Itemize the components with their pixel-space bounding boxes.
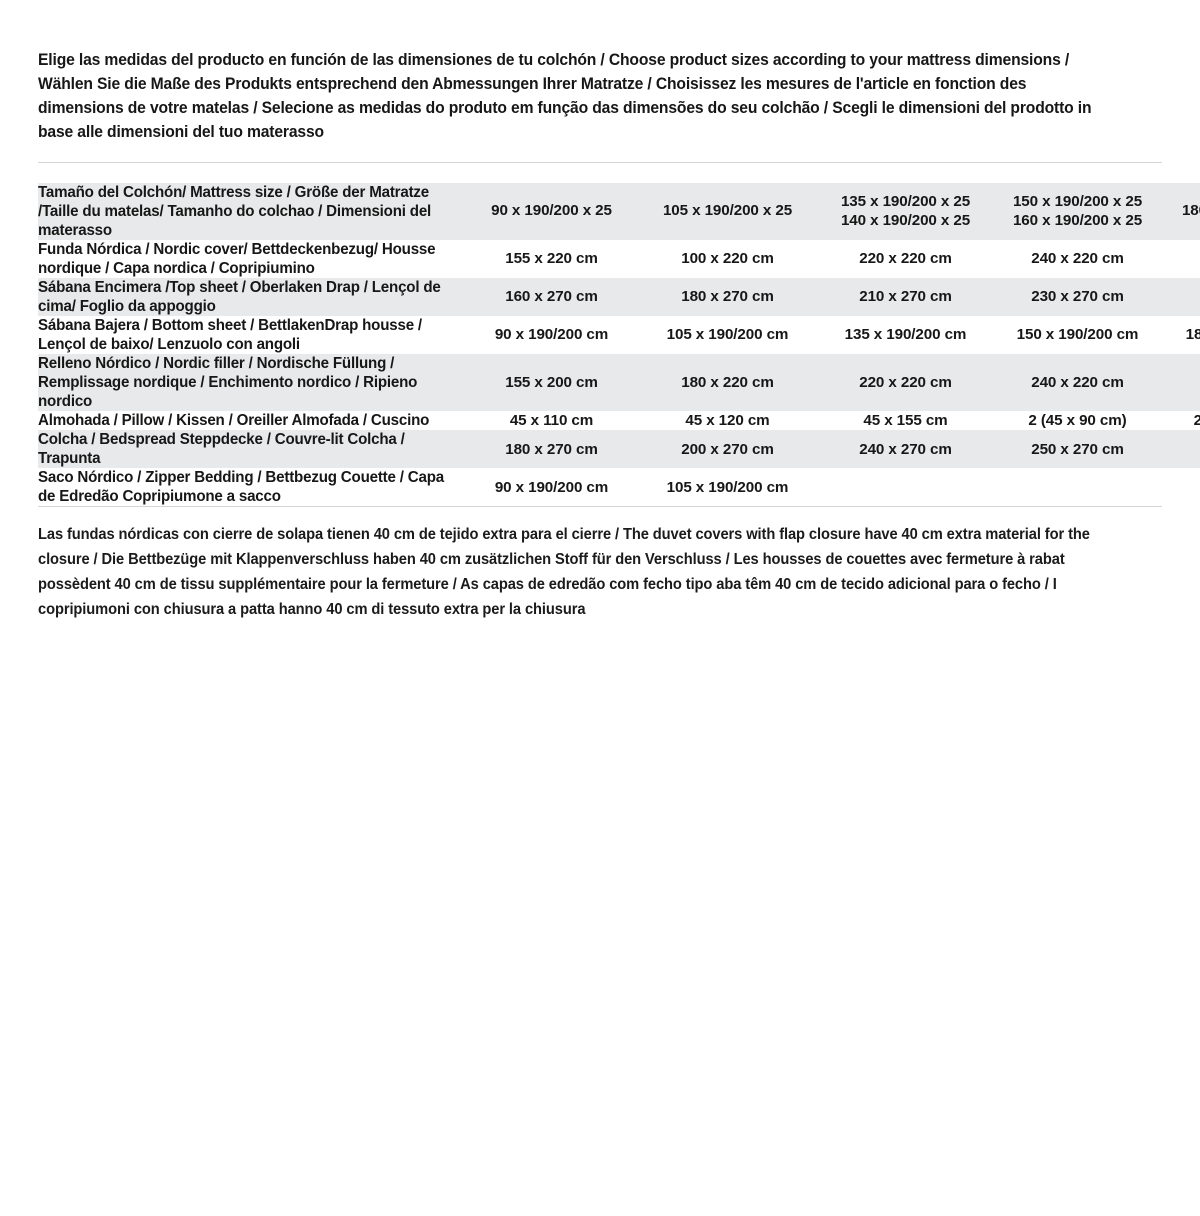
row-value-cell: 150 x 190/200 cm bbox=[993, 315, 1162, 354]
table-row: Colcha / Bedspread Steppdecke / Couvre-l… bbox=[38, 430, 1200, 469]
mattress-size-table: Tamaño del Colchón/ Mattress size / Größ… bbox=[38, 182, 1200, 507]
row-label-cell: Colcha / Bedspread Steppdecke / Couvre-l… bbox=[38, 430, 466, 469]
header-cell-col1: 90 x 190/200 x 25 bbox=[466, 182, 637, 240]
row-value-cell: 270 x 270 cm bbox=[1162, 430, 1200, 469]
mattress-size-chart-page: Elige las medidas del producto en funció… bbox=[0, 16, 1200, 1216]
row-value-cell: 260 x 220 cm bbox=[1162, 239, 1200, 278]
header-cell-col4: 150 x 190/200 x 25 160 x 190/200 x 25 bbox=[993, 182, 1162, 240]
header-label-text: Tamaño del Colchón/ Mattress size / Größ… bbox=[38, 183, 432, 239]
row-value-cell-empty bbox=[993, 468, 1162, 507]
row-value-cell: 2 (45 x 90 cm) bbox=[993, 410, 1162, 431]
table-row: Saco Nórdico / Zipper Bedding / Bettbezu… bbox=[38, 468, 1200, 507]
table-row: Almohada / Pillow / Kissen / Oreiller Al… bbox=[38, 410, 1200, 431]
row-label-cell: Sábana Bajera / Bottom sheet / Bettlaken… bbox=[38, 315, 466, 354]
table-row: Relleno Nórdico / Nordic filler / Nordis… bbox=[38, 353, 1200, 411]
header-cell-col2: 105 x 190/200 x 25 bbox=[637, 182, 818, 240]
row-value-cell: 180 x 270 cm bbox=[466, 430, 637, 469]
row-value-cell: 90 x 190/200 cm bbox=[466, 315, 637, 354]
row-value-cell: 210 x 270 cm bbox=[818, 277, 993, 316]
row-value-cell: 250 x 270 cm bbox=[993, 430, 1162, 469]
header-col4-line1: 150 x 190/200 x 25 bbox=[1012, 192, 1143, 210]
table-row: Funda Nórdica / Nordic cover/ Bettdecken… bbox=[38, 239, 1200, 278]
row-label-text: Sábana Encimera /Top sheet / Oberlaken D… bbox=[38, 278, 441, 315]
table-header-row: Tamaño del Colchón/ Mattress size / Größ… bbox=[38, 182, 1200, 240]
header-col3-line2: 140 x 190/200 x 25 bbox=[840, 212, 971, 230]
row-value-cell: 160 x 270 cm bbox=[466, 277, 637, 316]
table-row: Sábana Bajera / Bottom sheet / Bettlaken… bbox=[38, 315, 1200, 354]
row-label-cell: Funda Nórdica / Nordic cover/ Bettdecken… bbox=[38, 239, 466, 278]
row-value-cell: 230 x 270 cm bbox=[993, 277, 1162, 316]
row-value-cell: 200 x 270 cm bbox=[637, 430, 818, 469]
row-value-cell: 100 x 220 cm bbox=[637, 239, 818, 278]
row-value-cell-empty bbox=[1162, 468, 1200, 507]
row-value-cell: 2 (45 x 110 cm) bbox=[1162, 410, 1200, 431]
row-label-cell: Sábana Encimera /Top sheet / Oberlaken D… bbox=[38, 277, 466, 316]
row-value-cell: 45 x 120 cm bbox=[637, 410, 818, 431]
row-value-cell: 240 x 270 cm bbox=[818, 430, 993, 469]
row-value-cell: 105 x 190/200 cm bbox=[637, 468, 818, 507]
row-label-text: Relleno Nórdico / Nordic filler / Nordis… bbox=[38, 354, 418, 410]
row-value-cell: 90 x 190/200 cm bbox=[466, 468, 637, 507]
row-label-text: Sábana Bajera / Bottom sheet / Bettlaken… bbox=[38, 316, 422, 353]
row-value-cell: 105 x 190/200 cm bbox=[637, 315, 818, 354]
table-row: Sábana Encimera /Top sheet / Oberlaken D… bbox=[38, 277, 1200, 316]
row-value-cell: 180 x 220 cm bbox=[637, 353, 818, 411]
row-value-cell: 260 x 270 cm bbox=[1162, 277, 1200, 316]
row-value-cell: 155 x 220 cm bbox=[466, 239, 637, 278]
row-label-cell: Saco Nórdico / Zipper Bedding / Bettbezu… bbox=[38, 468, 466, 507]
row-value-cell: 260 x 220 cm bbox=[1162, 353, 1200, 411]
header-col3-line1: 135 x 190/200 x 25 bbox=[840, 192, 971, 210]
size-table-wrapper: Tamaño del Colchón/ Mattress size / Größ… bbox=[38, 161, 1200, 508]
row-value-cell: 220 x 220 cm bbox=[818, 353, 993, 411]
header-label-cell: Tamaño del Colchón/ Mattress size / Größ… bbox=[38, 182, 466, 240]
row-label-text: Colcha / Bedspread Steppdecke / Couvre-l… bbox=[38, 431, 405, 468]
row-value-cell: 240 x 220 cm bbox=[993, 239, 1162, 278]
header-cell-col5: 180 x 190/200 x 25 bbox=[1162, 182, 1200, 240]
row-value-cell: 240 x 220 cm bbox=[993, 353, 1162, 411]
row-label-text: Almohada / Pillow / Kissen / Oreiller Al… bbox=[38, 412, 430, 429]
row-value-cell: 135 x 190/200 cm bbox=[818, 315, 993, 354]
header-col1-line1: 90 x 190/200 x 25 bbox=[491, 202, 612, 220]
row-label-cell: Relleno Nórdico / Nordic filler / Nordis… bbox=[38, 353, 466, 411]
header-cell-col3: 135 x 190/200 x 25 140 x 190/200 x 25 bbox=[818, 182, 993, 240]
intro-paragraph: Elige las medidas del producto en funció… bbox=[38, 51, 1092, 142]
row-value-cell-empty bbox=[818, 468, 993, 507]
header-col4-line2: 160 x 190/200 x 25 bbox=[1012, 212, 1143, 230]
row-value-cell: 45 x 110 cm bbox=[466, 410, 637, 431]
row-value-cell: 180 x 190/200 cm bbox=[1162, 315, 1200, 354]
row-label-cell: Almohada / Pillow / Kissen / Oreiller Al… bbox=[38, 410, 466, 431]
row-label-text: Funda Nórdica / Nordic cover/ Bettdecken… bbox=[38, 240, 436, 277]
footnote-paragraph: Las fundas nórdicas con cierre de solapa… bbox=[38, 526, 1090, 618]
row-value-cell: 45 x 155 cm bbox=[818, 410, 993, 431]
header-col2-line1: 105 x 190/200 x 25 bbox=[662, 202, 793, 220]
row-value-cell: 155 x 200 cm bbox=[466, 353, 637, 411]
row-value-cell: 220 x 220 cm bbox=[818, 239, 993, 278]
row-label-text: Saco Nórdico / Zipper Bedding / Bettbezu… bbox=[38, 469, 444, 506]
row-value-cell: 180 x 270 cm bbox=[637, 277, 818, 316]
header-col5-line1: 180 x 190/200 x 25 bbox=[1181, 202, 1200, 220]
